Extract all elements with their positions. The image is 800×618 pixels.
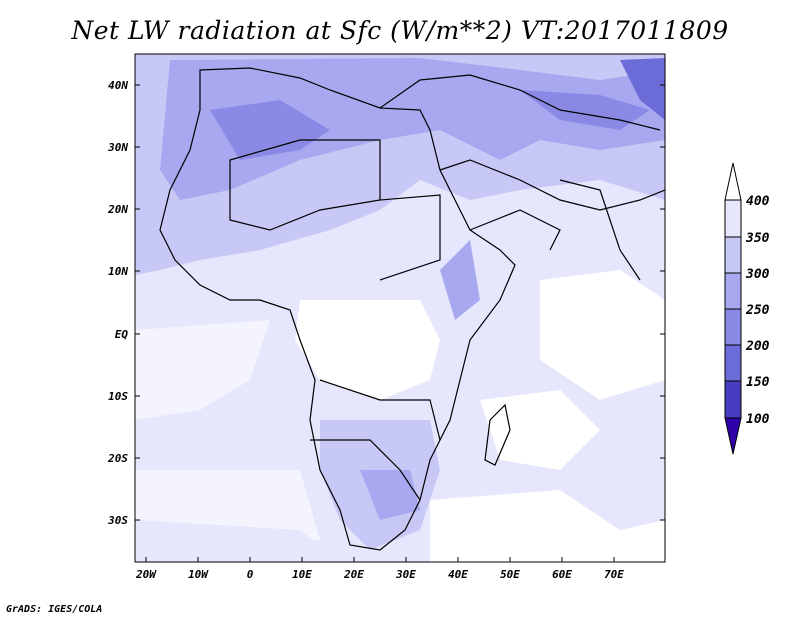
map-title: Net LW radiation at Sfc (W/m**2) VT:2017… — [71, 16, 729, 45]
colorbar-labels: 400 350 300 250 200 150 100 — [745, 194, 770, 427]
lon-label: 50E — [500, 568, 520, 581]
colorbar-swatch — [724, 380, 742, 419]
lat-label: 40N — [108, 79, 128, 92]
colorbar-label: 200 — [745, 339, 770, 354]
lon-label: 40E — [448, 568, 468, 581]
colorbar-label: 400 — [746, 194, 770, 209]
lat-label: 30N — [107, 141, 128, 154]
lat-label: 10S — [108, 390, 128, 403]
lon-label: 70E — [604, 568, 624, 581]
map-frame — [134, 53, 666, 563]
lat-label: 20N — [107, 203, 128, 216]
lon-label: 30E — [395, 568, 416, 581]
colorbar-swatch — [724, 236, 742, 274]
colorbar — [724, 162, 742, 455]
lon-label: 20W — [135, 568, 157, 581]
lon-label: 60E — [552, 568, 572, 581]
colorbar-swatch — [724, 308, 742, 346]
lon-label: 20E — [343, 568, 364, 581]
colorbar-label: 100 — [746, 412, 770, 427]
latitude-axis: 40N 30N 20N 10N EQ 10S 20S 30S — [107, 79, 665, 527]
lat-label: EQ — [115, 328, 129, 341]
lon-label: 10W — [188, 568, 209, 581]
lon-label: 10E — [292, 568, 312, 581]
longitude-axis: 20W 10W 0 10E 20E 30E 40E 50E 60E 70E — [135, 557, 624, 581]
colorbar-swatch — [724, 344, 742, 382]
colorbar-top-arrow — [724, 162, 742, 201]
colorbar-swatch — [724, 199, 742, 238]
lat-label: 30S — [107, 514, 128, 527]
colorbar-swatch — [724, 272, 742, 310]
colorbar-label: 150 — [746, 375, 770, 390]
coastlines — [159, 67, 665, 551]
colorbar-label: 300 — [745, 267, 770, 282]
lat-label: 20S — [107, 452, 128, 465]
lon-label: 0 — [247, 568, 254, 581]
lat-label: 10N — [108, 265, 128, 278]
footer-credit: GrADS: IGES/COLA — [6, 604, 103, 615]
colorbar-label: 350 — [745, 231, 770, 246]
colorbar-bottom-arrow — [724, 417, 742, 455]
colorbar-label: 250 — [745, 303, 770, 318]
radiation-field — [135, 54, 665, 562]
